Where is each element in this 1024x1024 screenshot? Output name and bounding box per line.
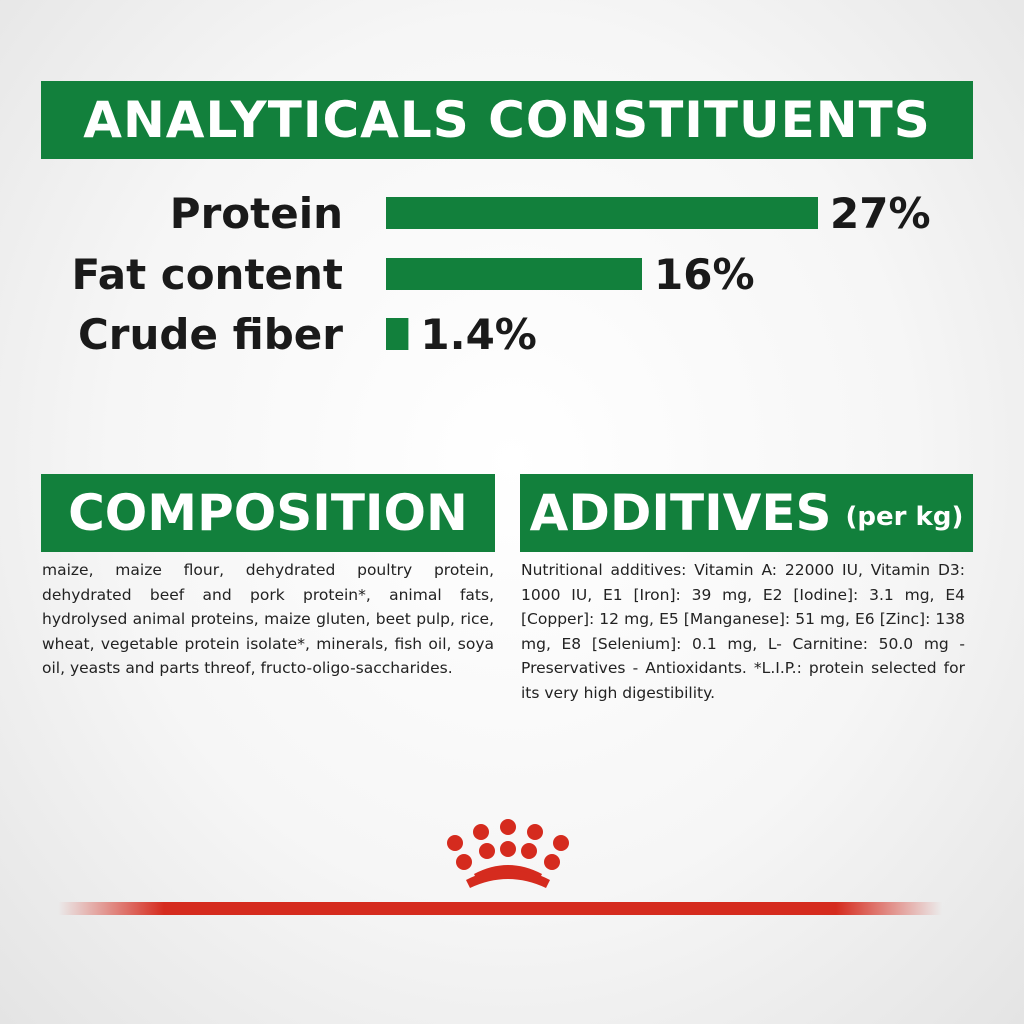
- bar: [386, 318, 409, 350]
- category-label: Crude fiber: [78, 310, 343, 359]
- chart-title: ANALYTICALS CONSTITUENTS: [83, 91, 931, 149]
- value-label: 1.4%: [420, 310, 536, 359]
- crown-logo: [447, 819, 569, 888]
- composition-text: maize, maize flour, dehydrated poultry p…: [42, 561, 494, 677]
- additives-title: ADDITIVES: [529, 484, 832, 542]
- chart: Protein 27% Fat content 16% Crude fiber 1.4%: [72, 189, 931, 359]
- bar: [386, 197, 818, 229]
- red-line: [58, 902, 942, 915]
- additives-unit: (per kg): [845, 502, 964, 532]
- value-label: 27%: [830, 189, 931, 238]
- category-label: Protein: [170, 189, 343, 238]
- composition-band: COMPOSITION: [41, 474, 495, 552]
- category-label: Fat content: [72, 250, 343, 299]
- value-label: 16%: [654, 250, 755, 299]
- composition-title: COMPOSITION: [68, 484, 468, 542]
- bar: [386, 258, 642, 290]
- additives-text: Nutritional additives: Vitamin A: 22000 …: [521, 561, 965, 702]
- title-band: ANALYTICALS CONSTITUENTS: [41, 81, 973, 159]
- additives-band: ADDITIVES (per kg): [520, 474, 973, 552]
